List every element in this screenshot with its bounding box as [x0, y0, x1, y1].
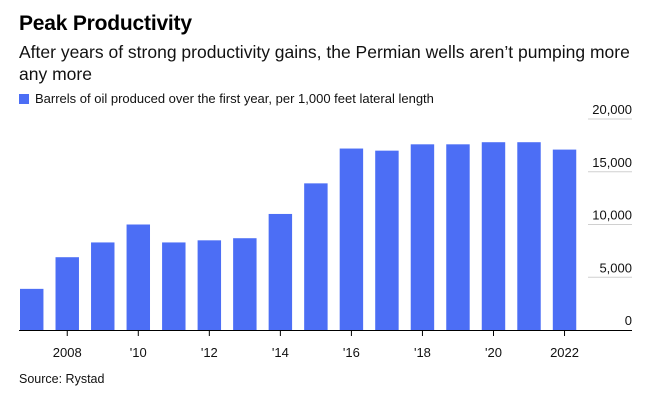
- bar: [162, 242, 186, 330]
- bar: [268, 213, 293, 330]
- x-tick-label: '14: [272, 345, 289, 360]
- bar: [410, 144, 435, 330]
- chart-title: Peak Productivity: [19, 12, 192, 35]
- x-tick-label: '10: [130, 345, 147, 360]
- bar: [197, 240, 222, 330]
- bar: [20, 288, 44, 330]
- bar: [126, 224, 151, 330]
- source-note: Source: Rystad: [19, 372, 105, 386]
- bar: [375, 150, 399, 330]
- y-tick-label: 10,000: [592, 208, 632, 223]
- bar: [339, 148, 364, 330]
- bar: [55, 257, 79, 330]
- bar: [446, 144, 470, 330]
- bar: [517, 142, 541, 330]
- y-tick-label: 20,000: [592, 102, 632, 117]
- bar: [233, 238, 257, 330]
- x-tick-label: '18: [414, 345, 431, 360]
- chart-subtitle: After years of strong productivity gains…: [19, 42, 630, 84]
- x-tick-label: 2022: [550, 345, 579, 360]
- y-tick-label: 5,000: [599, 260, 632, 275]
- legend: Barrels of oil produced over the first y…: [19, 91, 434, 106]
- bar: [481, 142, 506, 330]
- x-tick-label: 2008: [53, 345, 82, 360]
- legend-label: Barrels of oil produced over the first y…: [35, 91, 434, 106]
- x-tick-label: '12: [201, 345, 218, 360]
- bar: [552, 149, 577, 330]
- legend-swatch: [19, 93, 29, 104]
- x-tick-label: '16: [343, 345, 360, 360]
- y-tick-label: 15,000: [592, 155, 632, 170]
- x-tick-label: '20: [485, 345, 502, 360]
- bar: [304, 183, 328, 330]
- bar: [91, 242, 115, 330]
- y-tick-label: 0: [625, 313, 632, 328]
